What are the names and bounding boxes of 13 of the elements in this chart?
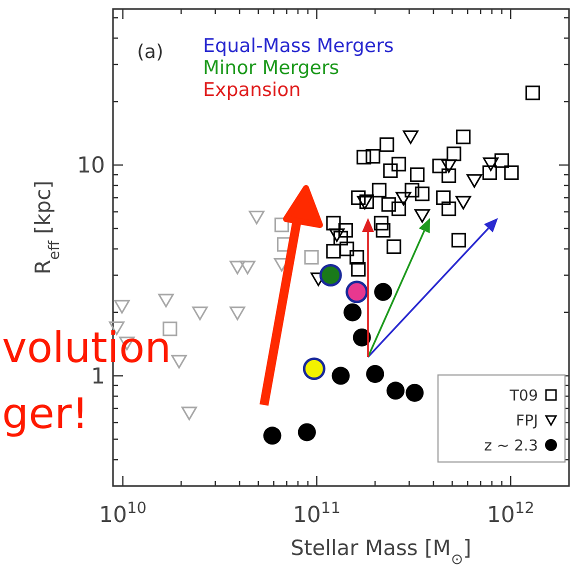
annotation: Expansion (203, 79, 301, 101)
x-tick-label: 10$^{11}$ (292, 499, 341, 528)
annotation: Equal-Mass Mergers (203, 35, 394, 57)
legend-label: T09 (508, 386, 538, 404)
text: ger! (2, 389, 89, 438)
legend-label: z ~ 2.3 (484, 436, 538, 454)
x-tick-label: 10$^{10}$ (99, 499, 147, 528)
x-axis-title: Stellar Mass [M$_{⊙}$] (290, 536, 472, 567)
x-tick-label: 10$^{12}$ (486, 499, 534, 528)
annotation: Minor Mergers (203, 57, 340, 79)
legend-label: FPJ (516, 411, 538, 430)
y-tick-label: 10 (77, 154, 105, 179)
annotation: (a) (137, 41, 164, 63)
